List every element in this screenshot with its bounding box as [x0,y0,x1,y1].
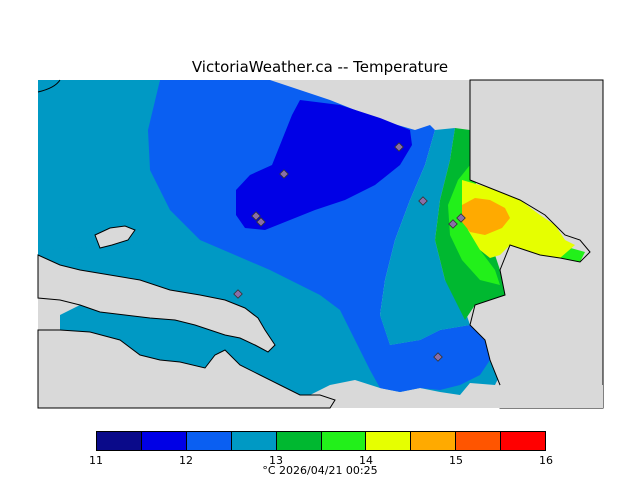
color-legend [96,431,547,451]
station-marker[interactable] [256,217,266,227]
land-right-fill [470,385,603,408]
units-timestamp: °C 2026/04/21 00:25 [262,464,378,477]
legend-tick-label: 14 [359,454,373,467]
map-title: VictoriaWeather.ca -- Temperature [191,58,449,76]
legend-swatch [230,431,276,451]
legend-swatch [140,431,186,451]
station-marker[interactable] [456,213,466,223]
legend-tick-label: 11 [89,454,103,467]
land-island-west [94,225,136,249]
legend-swatch [410,431,456,451]
legend-tick-label: 15 [449,454,463,467]
zone-14-15 [462,180,575,258]
legend-ticks: 11 12 13 14 15 16 [89,454,553,468]
legend-swatch [185,431,231,451]
zone-14-bright [448,165,500,285]
station-marker[interactable] [394,142,404,152]
zone-12 [148,80,490,392]
legend-tick-label: 13 [269,454,283,467]
shoreline-arc [37,79,61,93]
land-south-shore [37,329,336,409]
legend-swatch [455,431,501,451]
land-peninsula [37,254,276,353]
station-markers[interactable] [233,142,466,362]
legend-swatch [365,431,411,451]
zone-11-12 [236,100,412,230]
station-marker[interactable] [279,169,289,179]
legend-swatch [96,431,141,451]
zone-15-hot [462,198,510,235]
legend-tick-label: 12 [179,454,193,467]
station-marker[interactable] [418,196,428,206]
legend-swatch [320,431,366,451]
legend-swatch [275,431,321,451]
land-east-coast [469,79,604,409]
station-marker[interactable] [251,211,261,221]
station-marker[interactable] [448,219,458,229]
station-marker[interactable] [233,289,243,299]
zone-13-east [380,128,470,345]
legend-swatch [500,431,547,451]
station-marker[interactable] [433,352,443,362]
legend-tick-label: 16 [539,454,553,467]
